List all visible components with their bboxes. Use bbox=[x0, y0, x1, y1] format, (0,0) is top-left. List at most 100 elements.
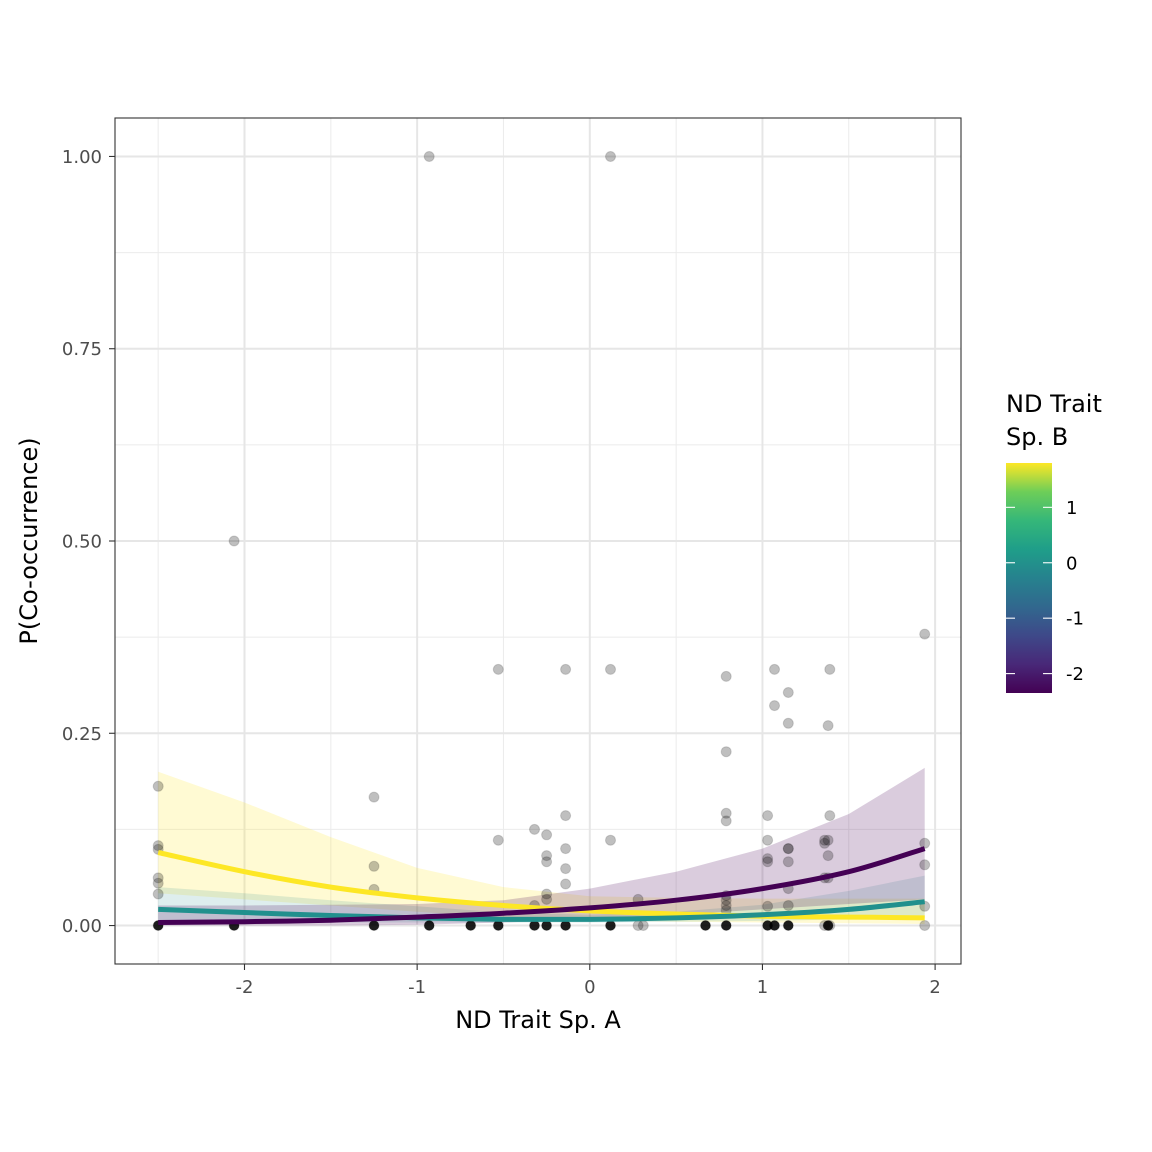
zero-point bbox=[493, 920, 504, 931]
zero-point bbox=[700, 920, 711, 931]
y-tick-label: 0.00 bbox=[62, 916, 102, 937]
observed-point bbox=[762, 900, 774, 912]
legend-ticks: 1 0 -1 -2 bbox=[1006, 498, 1084, 685]
observed-point bbox=[605, 834, 616, 846]
observed-point bbox=[762, 834, 774, 846]
observed-point bbox=[822, 720, 834, 732]
observed-point bbox=[368, 791, 380, 803]
observed-point bbox=[720, 807, 732, 819]
observed-point bbox=[720, 815, 732, 827]
zero-point bbox=[769, 920, 780, 931]
observed-point bbox=[541, 893, 553, 905]
observed-point bbox=[492, 663, 504, 675]
zero-point bbox=[605, 920, 616, 931]
observed-point bbox=[819, 837, 831, 849]
observed-point bbox=[720, 670, 732, 682]
zero-point bbox=[541, 920, 552, 931]
fit-line bbox=[158, 899, 925, 923]
fit-line bbox=[158, 846, 926, 925]
fit-lines bbox=[157, 846, 926, 925]
observed-point bbox=[762, 810, 774, 822]
observed-point bbox=[782, 900, 794, 911]
observed-point bbox=[782, 856, 794, 868]
observed-point bbox=[152, 877, 164, 889]
observed-point bbox=[152, 872, 164, 884]
observed-point bbox=[541, 888, 553, 900]
confidence-ribbon bbox=[158, 875, 925, 923]
confidence-ribbons bbox=[158, 767, 925, 926]
y-tick-label: 0.50 bbox=[62, 532, 102, 553]
x-tick-label: 1 bbox=[757, 977, 768, 998]
zero-point bbox=[560, 920, 571, 931]
observed-point bbox=[782, 843, 794, 855]
observed-point bbox=[769, 700, 780, 712]
zero-point bbox=[721, 920, 732, 931]
observed-point bbox=[560, 843, 572, 855]
observed-point bbox=[529, 823, 540, 835]
observed-point bbox=[541, 850, 553, 862]
legend: ND Trait Sp. B 1 0 -1 -2 bbox=[1006, 390, 1102, 693]
zero-point bbox=[529, 920, 540, 931]
observed-point bbox=[762, 853, 774, 865]
fit-line bbox=[157, 850, 925, 921]
observed-point bbox=[605, 663, 616, 675]
axes: -2 -1 0 1 2 0.00 0.25 0.50 0.75 1.00 bbox=[62, 147, 941, 998]
y-tick-label: 1.00 bbox=[62, 147, 102, 168]
x-tick-label: -2 bbox=[236, 977, 254, 998]
zero-point bbox=[762, 920, 773, 931]
zero-point bbox=[823, 920, 834, 931]
legend-tick-label: 0 bbox=[1066, 553, 1077, 574]
observed-point bbox=[541, 829, 553, 841]
observed-point bbox=[819, 834, 831, 846]
legend-colorbar bbox=[1006, 463, 1052, 693]
observed-point bbox=[152, 840, 164, 852]
legend-title-line-2: Sp. B bbox=[1006, 423, 1068, 451]
observed-point bbox=[560, 663, 572, 675]
x-tick-label: -1 bbox=[408, 977, 426, 998]
observed-point bbox=[824, 810, 836, 822]
x-tick-label: 0 bbox=[584, 977, 595, 998]
x-axis-title: ND Trait Sp. A bbox=[455, 1006, 621, 1034]
observed-point bbox=[423, 151, 435, 162]
observed-point bbox=[824, 663, 836, 675]
observed-point bbox=[492, 834, 504, 846]
confidence-ribbon bbox=[158, 771, 925, 924]
observed-point bbox=[560, 863, 572, 875]
observed-point bbox=[782, 687, 794, 698]
observed-point bbox=[762, 856, 774, 868]
legend-tick-label: -2 bbox=[1066, 664, 1084, 685]
x-tick-label: 2 bbox=[929, 977, 940, 998]
observed-point bbox=[368, 860, 380, 872]
observed-point bbox=[560, 878, 572, 890]
confidence-ribbon bbox=[158, 767, 925, 926]
observed-point bbox=[637, 920, 649, 931]
observed-point bbox=[152, 888, 164, 900]
observed-point bbox=[720, 900, 732, 911]
observed-point bbox=[919, 920, 931, 931]
zero-point bbox=[783, 920, 794, 931]
zero-point bbox=[424, 920, 435, 931]
legend-title-line-1: ND Trait bbox=[1006, 390, 1102, 418]
zero-point bbox=[369, 920, 379, 931]
observed-point bbox=[822, 834, 834, 846]
observed-point bbox=[782, 843, 794, 855]
observed-point bbox=[822, 850, 834, 862]
observed-point bbox=[152, 780, 164, 792]
observed-point bbox=[605, 151, 616, 162]
y-tick-label: 0.25 bbox=[62, 724, 102, 745]
zero-point bbox=[465, 920, 476, 931]
observed-point bbox=[541, 856, 553, 868]
observed-point bbox=[720, 746, 732, 758]
observed-point bbox=[782, 717, 794, 729]
y-axis-title: P(Co-occurrence) bbox=[15, 437, 43, 644]
observed-point bbox=[769, 663, 780, 675]
observed-point bbox=[919, 837, 931, 849]
observed-point bbox=[919, 859, 931, 871]
legend-tick-label: -1 bbox=[1066, 609, 1084, 630]
legend-tick-label: 1 bbox=[1066, 498, 1077, 519]
y-tick-label: 0.75 bbox=[62, 339, 102, 360]
observed-point bbox=[228, 535, 240, 547]
observed-point bbox=[560, 810, 572, 822]
observed-point bbox=[919, 628, 931, 640]
